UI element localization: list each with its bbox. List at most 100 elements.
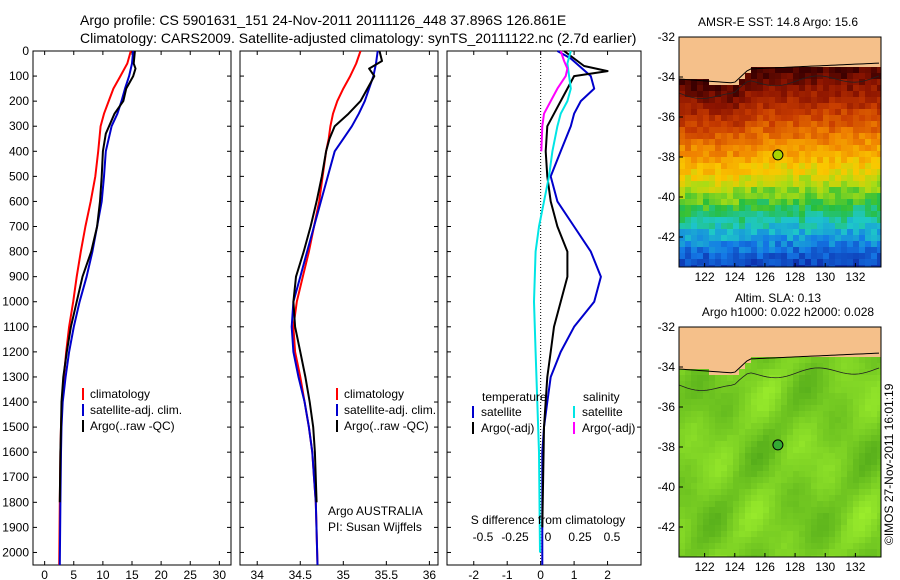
map-cell [757,525,764,532]
map-cell [751,193,758,200]
map-cell [853,465,860,472]
map-cell [757,97,764,104]
map-cell [679,37,686,44]
x-tick-label: 34.5 [289,568,313,580]
map-cell [691,369,698,376]
map-cell [697,357,704,364]
map-cell [745,417,752,424]
map-cell [847,217,854,224]
map-cell [841,411,848,418]
map-cell [751,441,758,448]
map-cell [817,163,824,170]
map-cell [751,265,758,267]
map-cell [811,67,818,74]
map-cell [853,241,860,248]
map-cell [853,423,860,430]
map-cell [865,471,872,478]
map-cell [841,211,848,218]
map-cell [703,253,710,260]
map-cell [817,525,824,532]
map-cell [823,465,830,472]
map-cell [799,525,806,532]
map-cell [871,97,878,104]
map-cell [781,327,788,334]
map-cell [817,549,824,556]
map-cell [877,181,881,188]
map-cell [805,525,812,532]
map-cell [823,501,830,508]
map-cell [793,211,800,218]
map-cell [811,531,818,538]
map-cell [793,537,800,544]
map-cell [691,411,698,418]
map-cell [763,265,770,267]
map-cell [835,543,842,550]
map-cell [697,79,704,86]
map-cell [793,181,800,188]
map-cell [835,483,842,490]
map-cell [817,49,824,56]
map-cell [703,537,710,544]
coastline [679,352,880,374]
map-cell [871,235,878,242]
map-cell [703,345,710,352]
map-cell [787,381,794,388]
map-cell [859,97,866,104]
map-cell [829,235,836,242]
map-cell [715,175,722,182]
map-cell [823,37,830,44]
map-cell [847,49,854,56]
map-cell [817,91,824,98]
map-cell [775,109,782,116]
map-cell [811,507,818,514]
map-cell [763,531,770,538]
map-cell [685,229,692,236]
map-cell [769,259,776,266]
map-cell [733,133,740,140]
map-cell [829,61,836,68]
map-cell [691,555,698,557]
map-cell [703,181,710,188]
map-cell [877,169,881,176]
map-cell [715,223,722,230]
map-cell [775,453,782,460]
map-cell [727,151,734,158]
map-cell [691,447,698,454]
map-cell [859,193,866,200]
map-cell [703,175,710,182]
map-cell [733,435,740,442]
map-cell [871,435,878,442]
map-cell [805,259,812,266]
map-cell [787,411,794,418]
map-cell [781,115,788,122]
map-cell [739,507,746,514]
map-cell [775,247,782,254]
map-cell [865,259,872,266]
map-cell [679,495,686,502]
map-cell [805,405,812,412]
map-cell [871,525,878,532]
map-cell [853,127,860,134]
map-cell [835,61,842,68]
map-cell [871,169,878,176]
map-cell [679,363,686,370]
map-cell [703,235,710,242]
map-cell [835,79,842,86]
map-cell [769,175,776,182]
map-cell [709,345,716,352]
map-cell [763,61,770,68]
map-cell [805,507,812,514]
map-cell [853,115,860,122]
map-cell [835,169,842,176]
map-cell [703,405,710,412]
map-cell [769,241,776,248]
map-cell [727,399,734,406]
map-cell [811,393,818,400]
map-cell [871,357,878,364]
map-cell [751,555,758,557]
map-cell [871,351,878,358]
map-cell [811,37,818,44]
map-cell [697,121,704,128]
map-cell [811,357,818,364]
map-cell [727,187,734,194]
